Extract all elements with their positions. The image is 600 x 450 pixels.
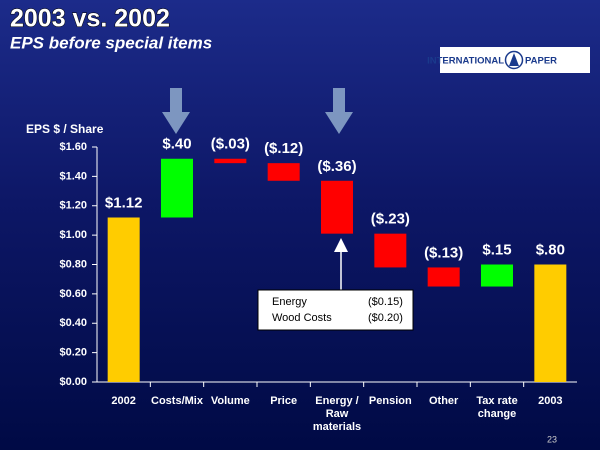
value-label: $1.12 — [105, 194, 143, 211]
value-label: ($.12) — [264, 140, 303, 157]
x-tick-label: 2002 — [111, 395, 136, 407]
logo-text: INTERNATIONAL — [427, 56, 504, 67]
bar — [374, 233, 407, 268]
y-tick-label: $0.60 — [59, 288, 87, 300]
value-label: $.15 — [482, 241, 511, 258]
subtitle: EPS before special items — [10, 33, 212, 52]
page-number: 23 — [547, 434, 557, 444]
arrow — [162, 88, 190, 134]
logo-text: PAPER — [525, 56, 557, 67]
y-tick-label: $0.00 — [59, 376, 87, 388]
logo-mark — [509, 53, 519, 66]
y-tick-label: $1.20 — [59, 200, 87, 212]
x-tick-label: Volume — [210, 395, 250, 407]
logo-mark — [504, 50, 524, 70]
value-label: ($.36) — [317, 158, 356, 175]
bar — [427, 267, 460, 287]
bar — [161, 158, 193, 218]
bar — [107, 217, 140, 382]
x-tick-label: Energy / Raw materials — [312, 395, 362, 433]
value-label: $.80 — [536, 241, 565, 258]
bar — [267, 163, 300, 181]
annotation-arrow — [334, 238, 348, 252]
annotation-text: Energy — [272, 296, 307, 308]
y-axis-label: EPS $ / Share — [26, 122, 104, 136]
bar — [534, 264, 567, 382]
x-tick-label: Other — [428, 395, 459, 407]
value-label: $.40 — [162, 136, 191, 153]
x-tick-label: 2003 — [538, 395, 563, 407]
value-label: ($.13) — [424, 244, 463, 261]
bar — [481, 264, 513, 287]
bar — [321, 180, 353, 234]
value-label: ($.23) — [371, 211, 410, 228]
y-tick-label: $0.20 — [59, 347, 87, 359]
x-tick-label: Costs/Mix — [151, 395, 203, 407]
x-tick-label: Pension — [368, 395, 412, 407]
y-tick-label: $1.40 — [59, 170, 87, 182]
arrow — [325, 88, 353, 134]
y-tick-label: $1.00 — [59, 229, 87, 241]
annotation-text: ($0.20) — [368, 312, 403, 324]
y-tick-label: $0.80 — [59, 258, 87, 270]
y-tick-label: $0.40 — [59, 317, 87, 329]
x-tick-label: Price — [270, 395, 298, 407]
bar — [214, 158, 247, 164]
annotation-box — [257, 289, 414, 331]
annotation-text: ($0.15) — [368, 296, 403, 308]
title: 2003 vs. 2002 — [10, 5, 170, 33]
annotation-text: Wood Costs — [272, 312, 332, 324]
y-tick-label: $1.60 — [59, 141, 87, 153]
x-tick-label: Tax rate change — [476, 395, 518, 420]
value-label: ($.03) — [211, 136, 250, 153]
